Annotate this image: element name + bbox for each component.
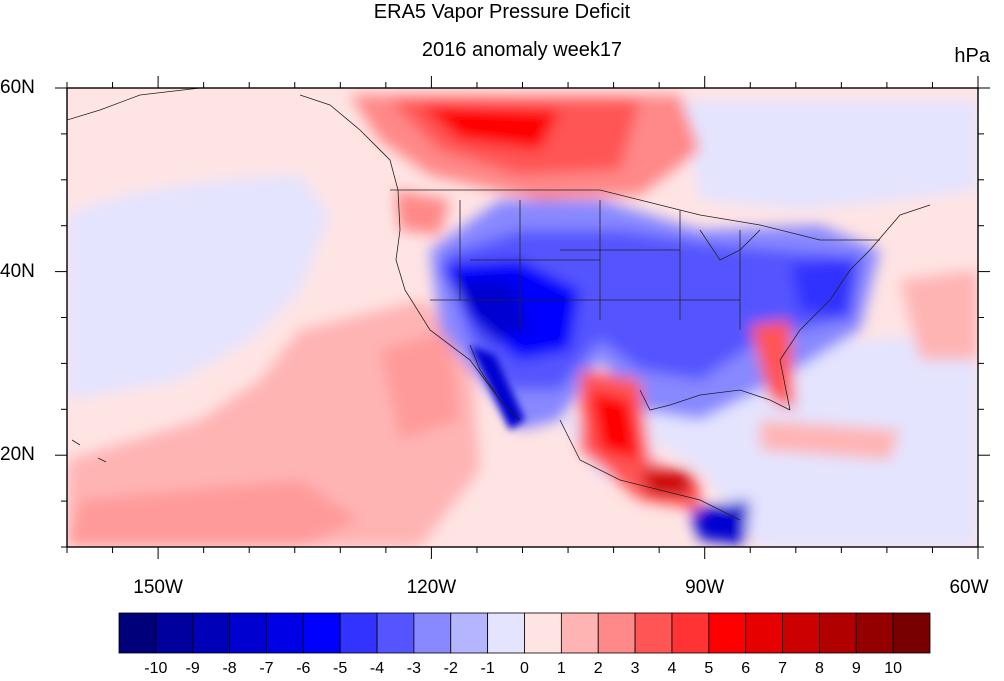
colorbar-swatch <box>745 612 783 654</box>
lat-label: 20N <box>0 444 35 466</box>
colorbar-swatch <box>819 612 857 654</box>
colorbar-swatch <box>560 612 599 654</box>
colorbar-swatch <box>302 612 341 654</box>
colorbar-label: -10 <box>144 660 168 677</box>
colorbar-swatch <box>229 612 267 654</box>
map-subtitle: 2016 anomaly week17 <box>421 39 623 61</box>
colorbar-swatch <box>855 612 894 654</box>
colorbar-swatch <box>671 612 710 654</box>
colorbar-swatch <box>376 612 415 654</box>
colorbar-label: -9 <box>185 660 200 677</box>
colorbar-label: -6 <box>296 660 311 677</box>
colorbar-label: -2 <box>443 660 458 677</box>
colorbar-label: -8 <box>222 660 237 677</box>
colorbar-label: 0 <box>520 660 529 677</box>
colorbar-label: -1 <box>480 660 495 677</box>
colorbar-swatch <box>782 612 820 654</box>
colorbar-swatch <box>192 612 230 654</box>
colorbar-swatch <box>413 612 452 654</box>
colorbar-label: -4 <box>369 660 385 677</box>
map-title: ERA5 Vapor Pressure Deficit <box>373 1 631 23</box>
colorbar-swatch <box>266 612 304 654</box>
colorbar-swatch <box>524 612 562 654</box>
colorbar-swatch <box>487 612 525 654</box>
colorbar-swatch <box>118 612 157 654</box>
colorbar-label: 6 <box>741 660 751 677</box>
colorbar-swatch <box>155 612 194 654</box>
colorbar-swatch <box>339 612 378 654</box>
colorbar-label: 4 <box>667 660 677 677</box>
lon-label: 150W <box>133 577 183 598</box>
coastlines <box>67 88 931 521</box>
lon-label: 90W <box>685 577 725 598</box>
colorbar-label: 3 <box>630 660 640 677</box>
colorbar-swatch <box>634 612 673 654</box>
lat-label: 60N <box>0 77 35 98</box>
anomaly-field <box>67 88 978 547</box>
colorbar-label: 5 <box>704 660 714 677</box>
colorbar-swatch <box>597 612 636 654</box>
colorbar-label: 2 <box>593 660 603 677</box>
colorbar-swatch <box>450 612 489 654</box>
colorbar-label: -5 <box>333 660 348 677</box>
lon-label: 120W <box>406 577 457 598</box>
colorbar-label: -3 <box>406 660 422 677</box>
colorbar-label: 9 <box>851 660 861 677</box>
units-label: hPa <box>954 45 990 67</box>
colorbar-label: 10 <box>884 660 903 677</box>
colorbar-label: 7 <box>778 660 787 677</box>
lon-label: 60W <box>949 577 989 598</box>
colorbar-label: 1 <box>556 660 566 677</box>
colorbar-swatch <box>892 612 931 654</box>
colorbar-label: 8 <box>814 660 824 677</box>
lat-label: 40N <box>0 260 35 282</box>
colorbar <box>118 612 931 654</box>
colorbar-label: -7 <box>259 660 274 677</box>
colorbar-swatch <box>708 612 747 654</box>
axis-ticks <box>55 76 990 559</box>
